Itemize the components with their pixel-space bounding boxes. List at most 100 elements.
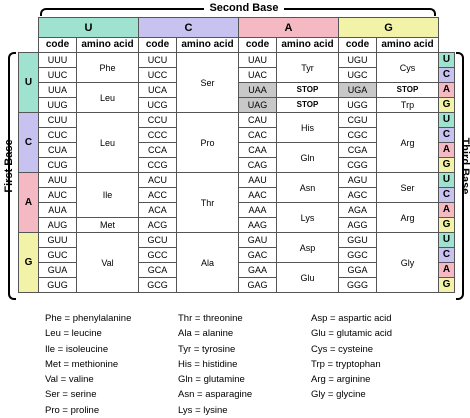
codon-cell: GAU: [238, 232, 277, 248]
table-row: GUC GCC GAC GGC C: [19, 247, 455, 263]
amino-acid-cell: Val: [76, 232, 139, 293]
codon-cell: CGC: [338, 127, 377, 143]
legend-item: Trp = tryptophan: [311, 358, 381, 370]
legend-item: Ser = serine: [45, 389, 97, 401]
codon-cell: UGC: [338, 67, 377, 83]
codon-cell: CUU: [38, 112, 77, 128]
codon-cell: UUG: [38, 97, 77, 113]
third-base-A: A: [438, 142, 455, 158]
first-base-A: A: [18, 172, 39, 233]
third-base-U: U: [438, 232, 455, 248]
codon-cell: AUA: [38, 202, 77, 218]
table-row: A AUU Ile ACU Thr AAU Asn AGU Ser U: [18, 172, 455, 233]
amino-acid-header: amino acid: [376, 37, 439, 53]
codon-cell: UUU: [38, 52, 77, 68]
codon-cell: GAA: [238, 262, 277, 278]
amino-acid-cell: Ser: [376, 172, 439, 203]
codon-cell: GGC: [338, 247, 377, 263]
amino-acid-cell: Gln: [276, 142, 339, 173]
codon-cell: UAU: [238, 52, 277, 68]
codon-cell: CCU: [138, 112, 177, 128]
amino-acid-cell: Glu: [276, 262, 339, 293]
codon-cell: GCG: [138, 277, 177, 293]
legend-column-3: Asp = aspartic acid Glu = glutamic acid Cy…: [311, 311, 392, 403]
legend-item: Ile = isoleucine: [45, 343, 109, 355]
codon-cell: AUC: [38, 187, 77, 203]
codon-cell: AGG: [338, 217, 377, 233]
second-base-header-A: A: [238, 17, 339, 38]
third-base-G: G: [438, 217, 455, 233]
legend-item: Thr = threonine: [178, 313, 243, 324]
third-base-A: A: [438, 82, 455, 98]
codon-cell: UCC: [138, 67, 177, 83]
codon-cell: CCA: [138, 142, 177, 158]
codon-cell: UUA: [38, 82, 77, 98]
codon-cell: AUG: [38, 217, 77, 233]
third-base-U: U: [438, 112, 455, 128]
amino-acid-cell: Trp: [376, 97, 439, 113]
amino-acid-cell: Leu: [76, 112, 139, 173]
third-base-label: Third Base: [459, 137, 470, 195]
amino-acid-cell: Met: [76, 217, 139, 233]
codon-cell: GCC: [138, 247, 177, 263]
table-row: U UUU Phe UCU Ser UAU Tyr UGU Cys U: [18, 52, 455, 113]
codon-cell: CUC: [38, 127, 77, 143]
code-header: code: [138, 37, 177, 53]
third-base-C: C: [438, 127, 455, 143]
codon-cell: GGU: [338, 232, 377, 248]
codon-cell: CUA: [38, 142, 77, 158]
codon-cell: UGG: [338, 97, 377, 113]
code-header: code: [338, 37, 377, 53]
legend-column-2: Thr = threonine Ala = alanine Tyr = tyrosi…: [178, 311, 252, 418]
amino-acid-cell: Ser: [176, 52, 239, 113]
codon-cell: CAC: [238, 127, 277, 143]
table-row: G GUU Val GCU Ala GAU Asp GGU Gly U: [18, 232, 455, 293]
codon-cell: GGA: [338, 262, 377, 278]
first-base-C: C: [18, 112, 39, 173]
legend-item: Gly = glycine: [311, 389, 366, 401]
codon-cell: GGG: [338, 277, 377, 293]
amino-acid-cell: Tyr: [276, 52, 339, 83]
legend-column-1: Phe = phenylalanine Leu = leucine Ile = is…: [45, 311, 131, 418]
codon-cell: GUC: [38, 247, 77, 263]
second-base-header-G: G: [338, 17, 439, 38]
amino-acid-cell: Pro: [176, 112, 239, 173]
codon-cell: ACA: [138, 202, 177, 218]
stop-codon-label: STOP: [276, 97, 339, 113]
first-base-G: G: [18, 232, 39, 293]
first-base-label: First Base: [3, 139, 15, 193]
table-row: CUA CCA CAA Gln CGA A: [19, 142, 455, 173]
legend-item: Ala = alanine: [178, 328, 234, 340]
amino-acid-cell: Arg: [376, 112, 439, 173]
first-base-brace: [8, 52, 16, 300]
codon-cell: GUU: [38, 232, 77, 248]
codon-cell: ACG: [138, 217, 177, 233]
codon-cell: CUG: [38, 157, 77, 173]
table-row: C CUU Leu CCU Pro CAU His CGU Arg U: [18, 112, 455, 173]
codon-cell: GUA: [38, 262, 77, 278]
amino-acid-cell: Ala: [176, 232, 239, 293]
first-base-U: U: [18, 52, 39, 113]
codon-cell: UGA: [338, 82, 377, 98]
amino-acid-header: amino acid: [176, 37, 239, 53]
amino-acid-cell: Asp: [276, 232, 339, 263]
codon-cell: GAG: [238, 277, 277, 293]
third-base-C: C: [438, 187, 455, 203]
corner-gap: [19, 18, 39, 38]
codon-cell: CGU: [338, 112, 377, 128]
legend-item: Met = methionine: [45, 358, 119, 370]
codon-cell: CAG: [238, 157, 277, 173]
amino-acid-header: amino acid: [276, 37, 339, 53]
third-base-G: G: [438, 97, 455, 113]
third-base-C: C: [438, 67, 455, 83]
second-base-header-U: U: [38, 17, 139, 38]
codon-cell: UGU: [338, 52, 377, 68]
legend-item: Cys = cysteine: [311, 343, 374, 355]
codon-cell: UAG: [238, 97, 277, 113]
corner-gap: [439, 18, 455, 38]
codon-cell: CCG: [138, 157, 177, 173]
second-base-label: Second Base: [204, 2, 284, 14]
codon-cell: UCA: [138, 82, 177, 98]
legend-item: Lys = lysine: [178, 404, 228, 416]
